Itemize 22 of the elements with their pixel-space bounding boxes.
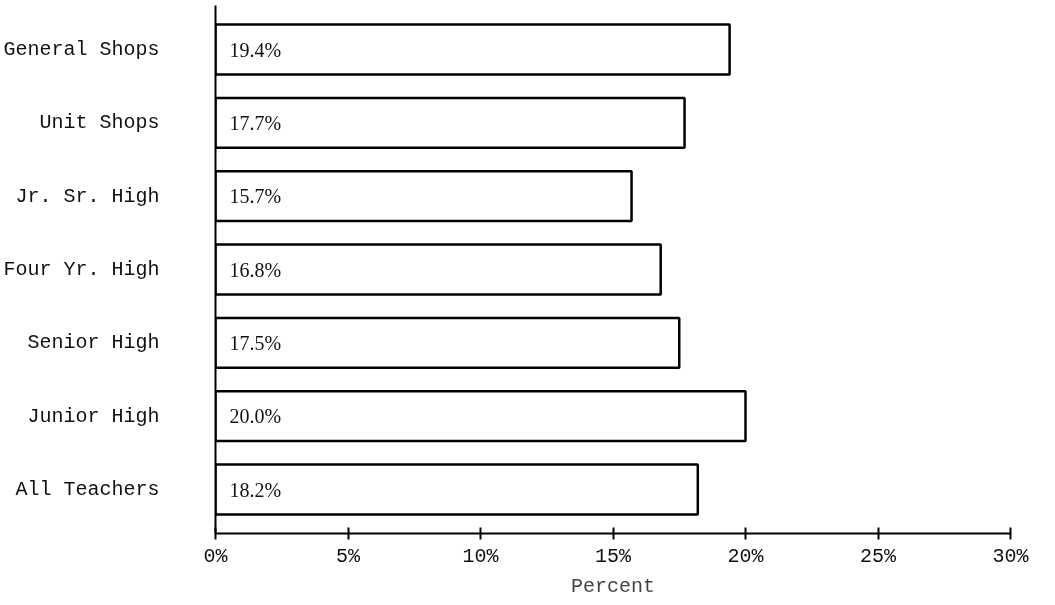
x-tick-label: 10% (462, 544, 500, 568)
y-tick-label: General Shops (3, 38, 160, 61)
x-axis-title: Percent (570, 574, 656, 598)
y-tick-label: Jr. Sr. High (15, 184, 160, 208)
x-tick-label: 5% (336, 544, 361, 568)
data-label: 15.7% (229, 185, 282, 208)
data-label: 17.5% (229, 331, 282, 354)
data-label: 20.0% (229, 405, 282, 428)
x-tick-label: 30% (992, 544, 1030, 568)
x-tick-label: 0% (203, 544, 229, 568)
y-tick-label: Unit Shops (39, 111, 160, 135)
data-label: 17.7% (229, 111, 282, 134)
x-tick-label: 20% (727, 544, 765, 568)
data-label: 18.2% (229, 478, 282, 501)
y-tick-label: Senior High (27, 331, 160, 355)
y-tick-label: Four Yr. High (3, 258, 160, 281)
x-tick-label: 15% (595, 544, 632, 568)
y-tick-label: Junior High (27, 404, 160, 428)
data-label: 16.8% (229, 258, 282, 281)
data-label: 19.4% (229, 38, 282, 61)
y-tick-label: All Teachers (15, 478, 160, 501)
x-tick-label: 25% (860, 544, 897, 568)
